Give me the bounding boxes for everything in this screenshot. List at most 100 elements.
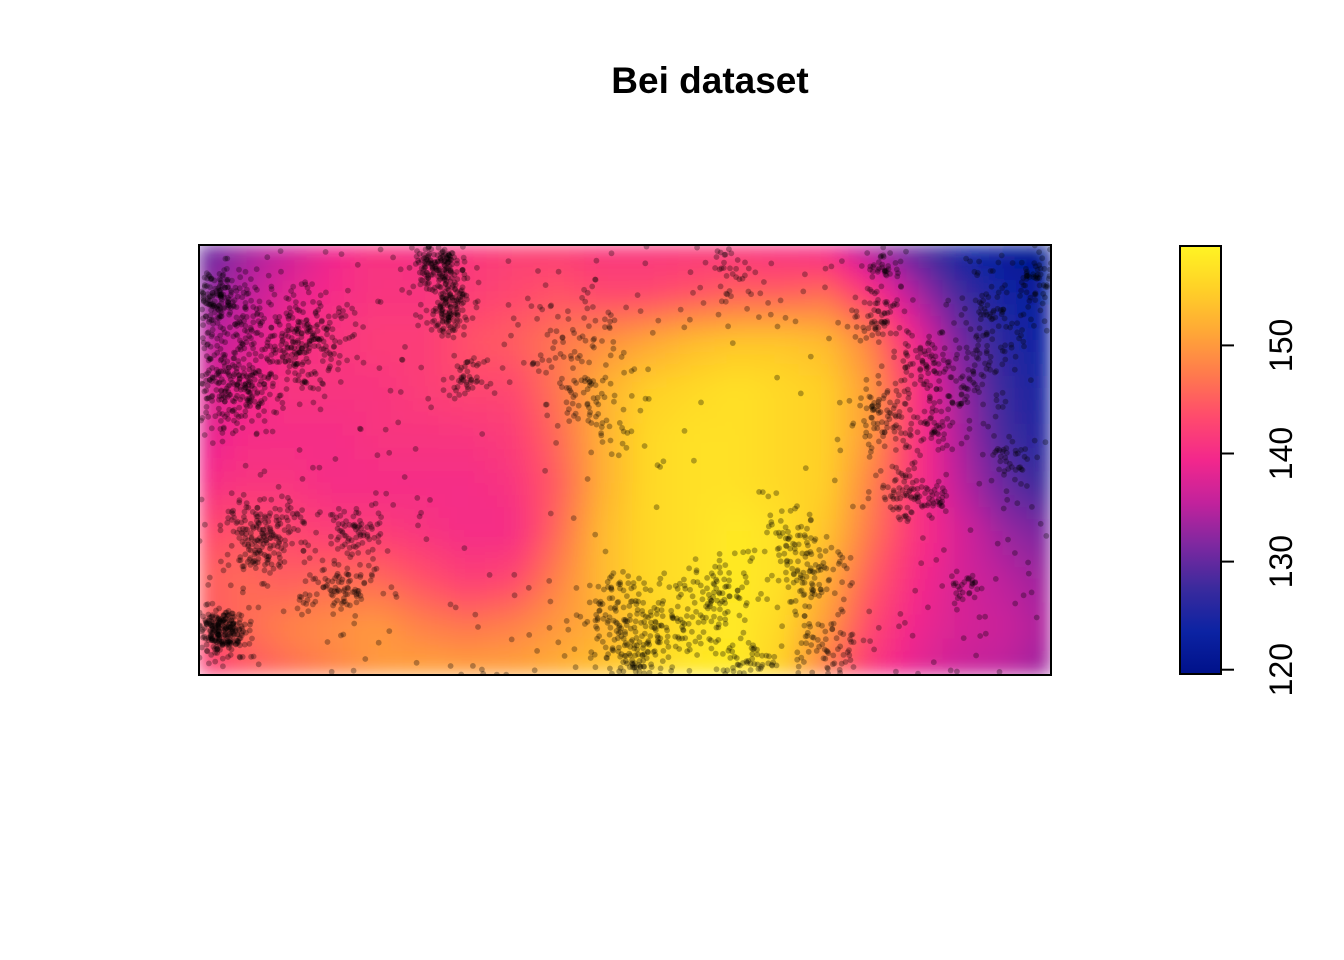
heatmap-cell <box>474 328 488 342</box>
heatmap-cell <box>534 435 548 449</box>
heatmap-cell <box>534 316 548 330</box>
data-point <box>305 289 312 296</box>
heatmap-cell <box>1026 256 1040 270</box>
data-point <box>689 614 696 620</box>
heatmap-cell <box>750 459 764 473</box>
data-point <box>794 532 801 539</box>
heatmap-cell <box>882 495 896 509</box>
heatmap-cell <box>486 590 500 604</box>
heatmap-cell <box>882 507 896 521</box>
data-point <box>456 318 463 324</box>
data-point <box>267 359 273 365</box>
heatmap-cell <box>1038 340 1051 353</box>
heatmap-cell <box>786 483 800 497</box>
heatmap-cell <box>810 328 824 342</box>
heatmap-cell <box>786 256 800 270</box>
heatmap-cell <box>810 316 824 330</box>
data-point <box>798 572 804 579</box>
heatmap-cell <box>258 387 272 401</box>
heatmap-cell <box>270 650 284 664</box>
heatmap-cell <box>954 447 968 461</box>
heatmap-cell <box>798 411 812 425</box>
heatmap-cell <box>390 471 404 485</box>
heatmap-cell <box>378 340 392 353</box>
heatmap-cell <box>330 578 344 592</box>
heatmap-cell <box>666 363 680 377</box>
data-point <box>837 629 844 636</box>
heatmap-cell <box>306 280 320 294</box>
heatmap-cell <box>258 543 272 557</box>
heatmap-cell <box>546 543 560 557</box>
heatmap-cell <box>402 316 416 330</box>
heatmap-cell <box>642 245 656 258</box>
heatmap-cell <box>774 292 788 306</box>
heatmap-cell <box>474 483 488 497</box>
heatmap-cell <box>1014 662 1028 675</box>
heatmap-cell <box>1038 471 1051 485</box>
heatmap-cell <box>906 614 920 628</box>
heatmap-cell <box>930 375 944 389</box>
data-point <box>285 369 292 375</box>
heatmap-cell <box>234 519 248 533</box>
heatmap-cell <box>199 328 212 342</box>
heatmap-cell <box>702 387 716 401</box>
heatmap-cell <box>798 280 812 294</box>
heatmap-cell <box>834 352 848 365</box>
heatmap-cell <box>210 375 224 389</box>
heatmap-cell <box>210 459 224 473</box>
data-point <box>474 298 481 305</box>
heatmap-cell <box>570 245 584 258</box>
heatmap-cell <box>378 411 392 425</box>
heatmap-cell <box>930 567 944 580</box>
data-point <box>594 394 601 401</box>
heatmap-cell <box>774 519 788 533</box>
heatmap-cell <box>402 567 416 580</box>
heatmap-cell <box>918 459 932 473</box>
data-point <box>840 652 847 658</box>
heatmap-cell <box>762 578 776 592</box>
heatmap-cell <box>270 662 284 675</box>
data-point <box>893 464 899 471</box>
heatmap-cell <box>894 567 908 580</box>
heatmap-cell <box>534 578 548 592</box>
heatmap-cell <box>330 555 344 568</box>
heatmap-cell <box>474 567 488 580</box>
heatmap-cell <box>870 519 884 533</box>
heatmap-cell <box>870 650 884 664</box>
data-point <box>280 405 286 411</box>
heatmap-cell <box>390 340 404 353</box>
data-point <box>259 581 265 587</box>
heatmap-cell <box>858 543 872 557</box>
heatmap-cell <box>906 292 920 306</box>
heatmap-cell <box>630 256 644 270</box>
heatmap-cell <box>534 495 548 509</box>
heatmap-cell <box>990 268 1004 282</box>
heatmap-cell <box>822 483 836 497</box>
data-point <box>336 573 342 580</box>
heatmap-cell <box>342 352 356 365</box>
data-point <box>237 616 243 623</box>
heatmap-cell <box>378 543 392 557</box>
heatmap-cell <box>822 555 836 568</box>
data-point <box>584 386 591 393</box>
heatmap-cell <box>462 340 476 353</box>
heatmap-cell <box>330 363 344 377</box>
heatmap-cell <box>582 423 596 437</box>
data-point <box>218 310 225 316</box>
heatmap-cell <box>834 531 848 545</box>
heatmap-cell <box>714 459 728 473</box>
data-point <box>769 572 775 579</box>
heatmap-cell <box>414 614 428 628</box>
data-point <box>602 644 609 651</box>
heatmap-cell <box>246 292 260 306</box>
heatmap-cell <box>750 411 764 425</box>
heatmap-cell <box>990 626 1004 640</box>
heatmap-cell <box>654 280 668 294</box>
data-point <box>582 298 589 305</box>
heatmap-cell <box>906 459 920 473</box>
data-point <box>592 598 599 604</box>
heatmap-cell <box>726 363 740 377</box>
heatmap-cell <box>570 256 584 270</box>
heatmap-cell <box>462 471 476 485</box>
heatmap-cell <box>606 411 620 425</box>
